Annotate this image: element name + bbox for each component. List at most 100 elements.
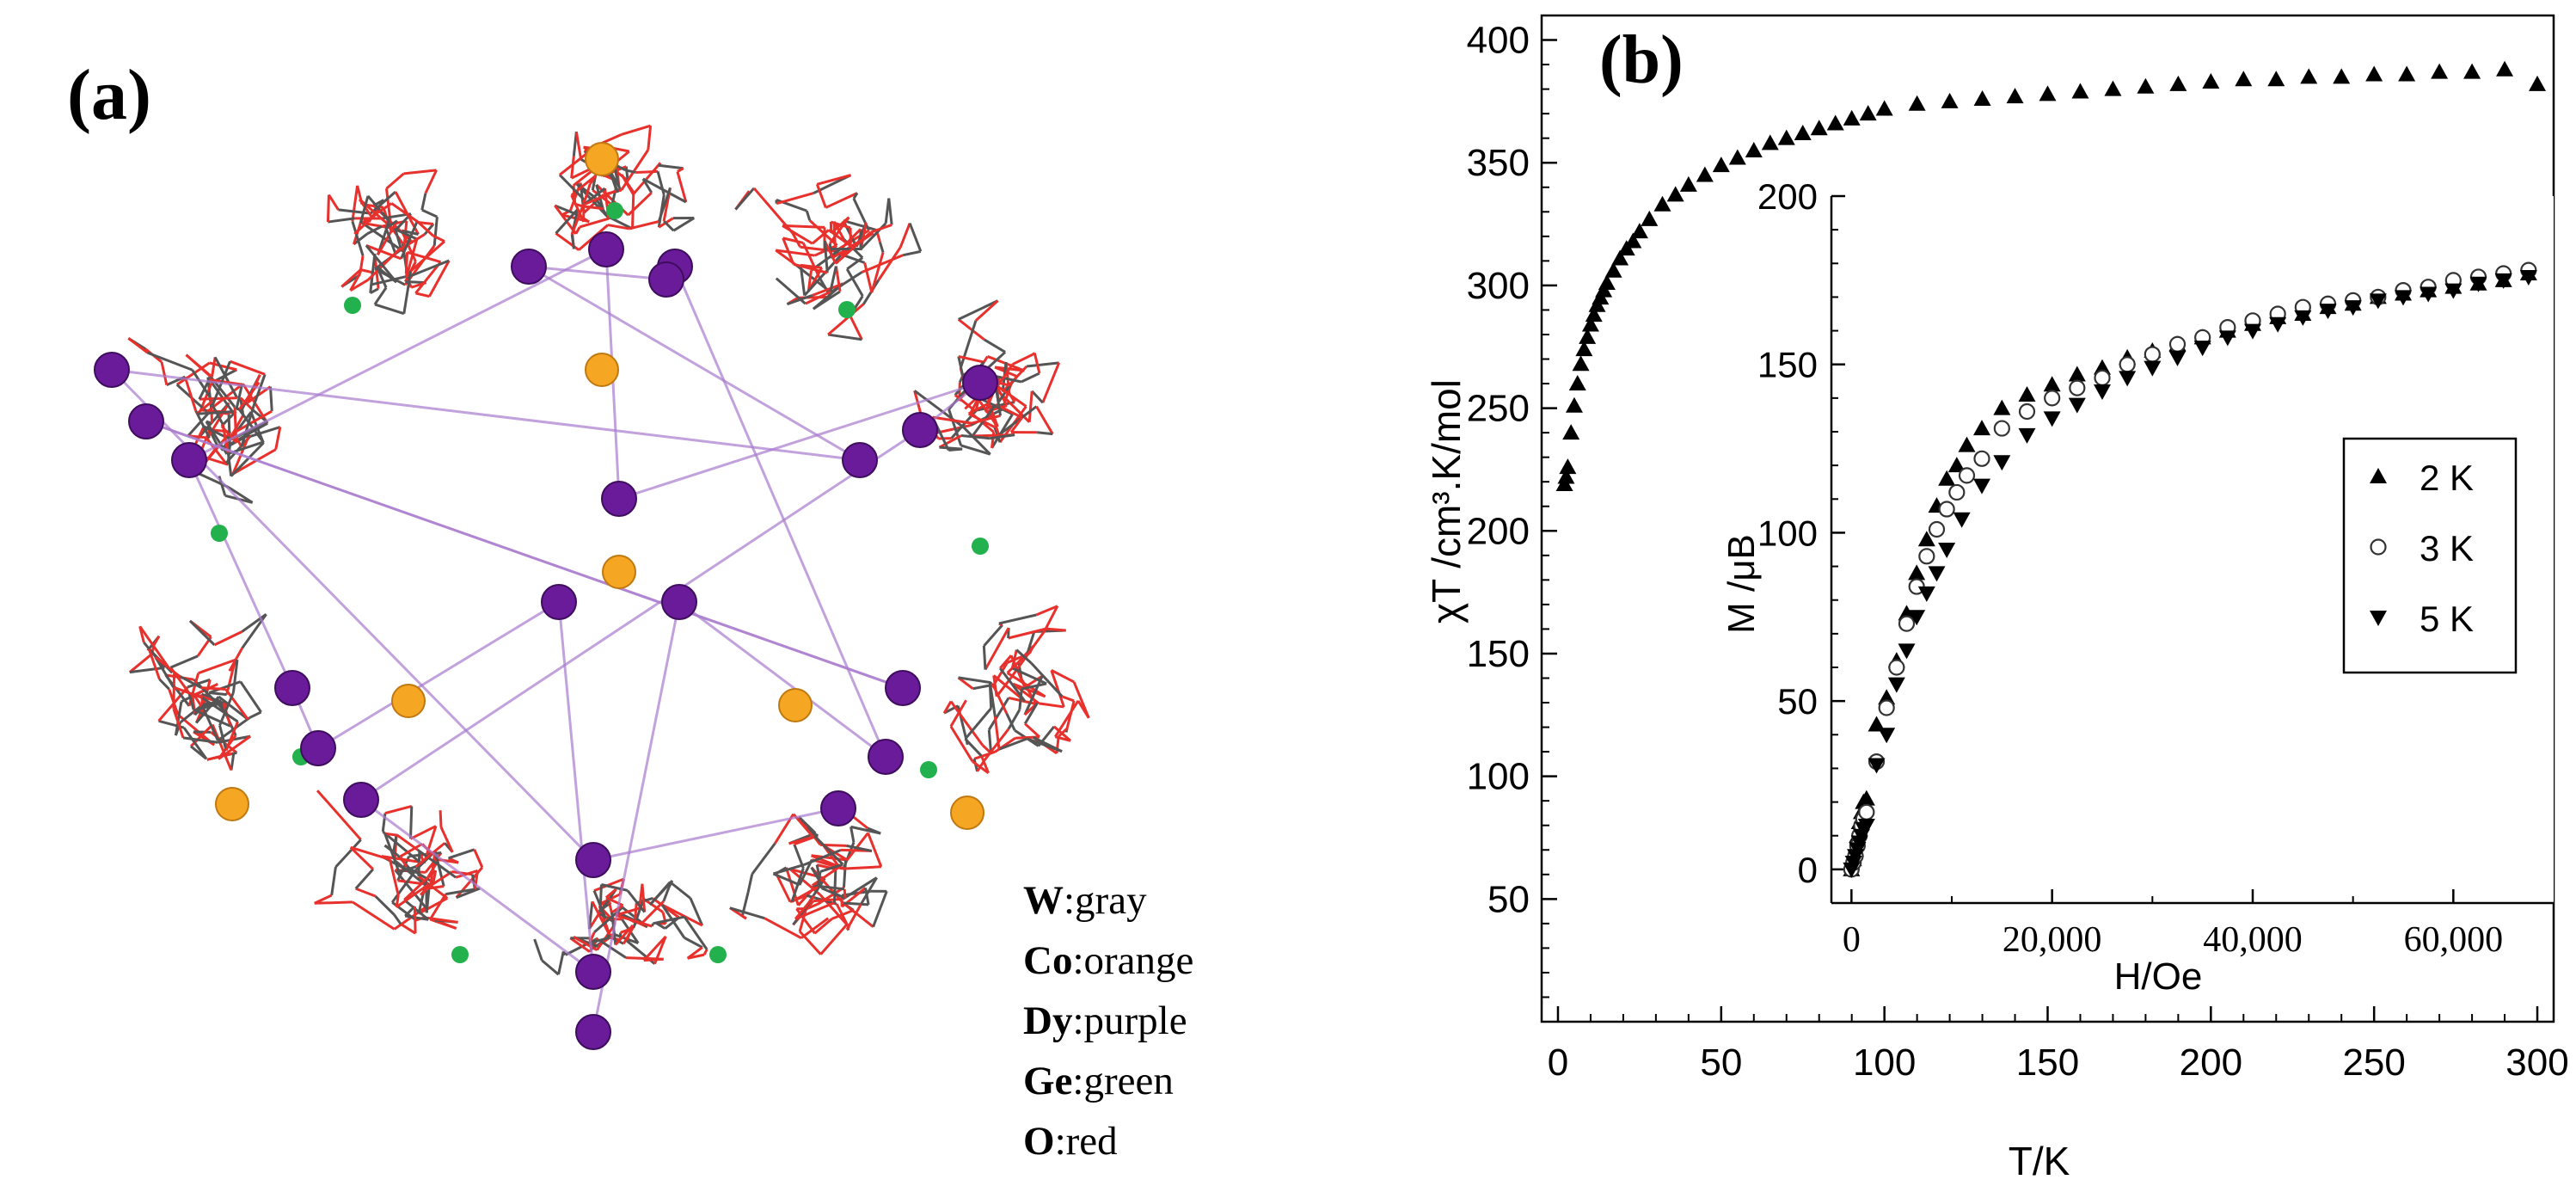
bond-line bbox=[959, 301, 998, 320]
bond-line bbox=[850, 316, 862, 340]
chi-t-point bbox=[1653, 196, 1671, 212]
dysprosium-atom bbox=[129, 404, 163, 439]
bond-line bbox=[782, 225, 825, 227]
chi-t-point bbox=[2169, 76, 2187, 91]
bond-line bbox=[843, 903, 868, 905]
x-tick-label: 300 bbox=[2505, 1041, 2568, 1084]
dysprosium-atom bbox=[868, 740, 903, 774]
bond-line bbox=[241, 682, 261, 712]
chi-t-point bbox=[2137, 78, 2154, 94]
bond-line bbox=[1033, 353, 1034, 354]
germanium-atom bbox=[451, 946, 469, 963]
bond-line bbox=[1074, 682, 1089, 718]
y-tick-label: 50 bbox=[1487, 878, 1530, 920]
chi-t-point bbox=[2071, 83, 2088, 98]
dysprosium-atom bbox=[576, 955, 610, 989]
cobalt-atom bbox=[779, 689, 812, 722]
inset-point-3k bbox=[2020, 404, 2034, 419]
bond-line bbox=[874, 891, 887, 926]
bond-line bbox=[910, 224, 921, 252]
bond-line bbox=[999, 615, 1036, 624]
bond-line bbox=[735, 188, 753, 210]
chi-t-point bbox=[1762, 134, 1779, 150]
chi-t-point bbox=[1745, 142, 1763, 157]
inset-point-3k bbox=[1940, 502, 1954, 517]
bond-line bbox=[1027, 363, 1059, 366]
bond-line bbox=[276, 427, 280, 450]
dysprosium-atom bbox=[662, 585, 696, 619]
bond-line bbox=[441, 827, 452, 852]
bond-line bbox=[990, 682, 991, 709]
bond-line bbox=[659, 165, 684, 168]
y-tick-label: 300 bbox=[1467, 265, 1530, 307]
bond-line bbox=[1013, 354, 1033, 364]
x-tick-label: 50 bbox=[1700, 1041, 1742, 1084]
bond-line bbox=[622, 126, 651, 134]
chi-t-point bbox=[2104, 81, 2121, 96]
chi-t-point bbox=[1827, 115, 1844, 131]
dysprosium-atom bbox=[95, 353, 129, 387]
inset-point-3k bbox=[1995, 421, 2009, 436]
x-tick-label: 250 bbox=[2342, 1041, 2405, 1084]
bond-line bbox=[730, 908, 764, 919]
inset-x-tick-label: 20,000 bbox=[2003, 920, 2102, 960]
bond-line bbox=[328, 218, 354, 222]
bond-line bbox=[794, 845, 804, 869]
bond-line bbox=[1032, 391, 1043, 403]
y-axis-label: χT /cm³.K/mol bbox=[1424, 379, 1469, 624]
chi-t-point bbox=[1794, 125, 1812, 140]
bond-line bbox=[844, 889, 845, 898]
bond-line bbox=[426, 170, 437, 194]
bond-line bbox=[865, 262, 872, 292]
chi-t-point bbox=[2202, 73, 2219, 89]
bond-line bbox=[386, 174, 403, 188]
bond-line bbox=[440, 810, 441, 827]
dysprosium-atom bbox=[172, 443, 206, 477]
y-tick-label: 250 bbox=[1467, 388, 1530, 430]
chi-t-point bbox=[1843, 110, 1861, 126]
chi-t-point bbox=[1641, 211, 1658, 226]
bond-line bbox=[989, 730, 991, 753]
dy-link bbox=[593, 808, 838, 860]
bond-line bbox=[174, 673, 175, 709]
panel-a-label: (a) bbox=[67, 53, 151, 137]
dysprosium-atom bbox=[649, 262, 684, 297]
bond-line bbox=[475, 850, 482, 868]
cobalt-atom bbox=[586, 353, 618, 386]
chi-t-point bbox=[1566, 397, 1583, 413]
dysprosium-atom bbox=[843, 443, 877, 477]
y-tick-label: 350 bbox=[1467, 142, 1530, 184]
x-tick-label: 0 bbox=[1548, 1041, 1568, 1084]
inset-y-tick-label: 150 bbox=[1757, 345, 1818, 385]
chi-t-point bbox=[1811, 120, 1828, 135]
bond-line bbox=[371, 254, 375, 285]
bond-line bbox=[843, 860, 845, 888]
bond-line bbox=[984, 646, 985, 670]
bond-line bbox=[1025, 724, 1040, 737]
bond-line bbox=[635, 171, 658, 172]
inset-point-3k bbox=[2120, 357, 2135, 372]
legend-label: 3 K bbox=[2420, 528, 2474, 568]
dy-link bbox=[675, 267, 886, 757]
dy-link bbox=[318, 602, 559, 748]
bond-line bbox=[704, 949, 707, 955]
bond-line bbox=[825, 193, 857, 207]
chi-t-point bbox=[1876, 100, 1893, 115]
inset-y-axis-label: M /μB bbox=[1720, 534, 1763, 634]
cobalt-atom bbox=[951, 796, 984, 829]
bond-line bbox=[626, 167, 628, 181]
bond-line bbox=[232, 753, 233, 762]
bond-line bbox=[1037, 433, 1052, 434]
dysprosium-atom bbox=[821, 791, 856, 826]
bond-line bbox=[212, 357, 216, 377]
chi-t-point bbox=[1860, 105, 1877, 120]
x-tick-label: 100 bbox=[1853, 1041, 1916, 1084]
bond-line bbox=[1021, 373, 1040, 382]
bond-line bbox=[1062, 697, 1074, 701]
dysprosium-atom bbox=[576, 1015, 610, 1049]
bond-line bbox=[851, 826, 854, 842]
chi-t-point bbox=[1909, 95, 1926, 111]
legend-marker bbox=[2371, 540, 2386, 555]
inset-y-tick-label: 200 bbox=[1757, 176, 1818, 217]
